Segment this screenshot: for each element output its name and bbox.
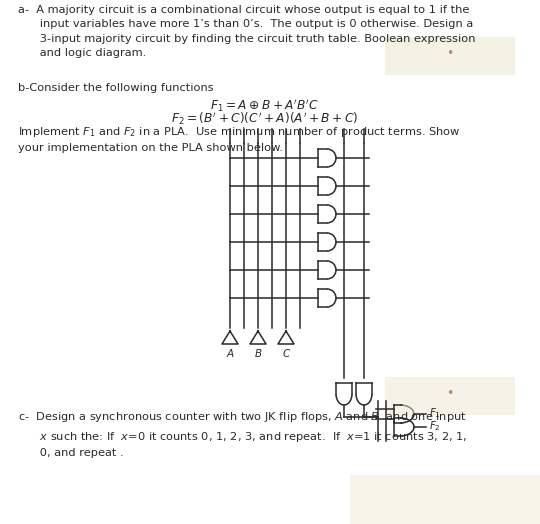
FancyBboxPatch shape	[350, 475, 540, 524]
Text: •: •	[447, 387, 454, 400]
Text: $F_1 = A \oplus B + A'B'C$: $F_1 = A \oplus B + A'B'C$	[211, 97, 320, 114]
Text: $F_2$: $F_2$	[429, 419, 441, 433]
Text: b-Consider the following functions: b-Consider the following functions	[18, 83, 214, 93]
FancyBboxPatch shape	[385, 377, 515, 415]
Text: $F_1$: $F_1$	[429, 406, 441, 420]
Text: B: B	[254, 349, 261, 359]
Text: •: •	[447, 47, 454, 60]
FancyBboxPatch shape	[385, 37, 515, 75]
Text: Implement $F_1$ and $F_2$ in a PLA.  Use minimum number of product terms. Show
y: Implement $F_1$ and $F_2$ in a PLA. Use …	[18, 125, 461, 154]
Text: A: A	[226, 349, 234, 359]
Text: C: C	[282, 349, 289, 359]
Text: a-  A majority circuit is a combinational circuit whose output is equal to 1 if : a- A majority circuit is a combinational…	[18, 5, 476, 58]
Text: c-  Design a synchronous counter with two JK flip flops, $A$ and $B$  and one in: c- Design a synchronous counter with two…	[18, 410, 467, 458]
Text: $F_2 = (B' + C)(C' + A)(A' + B + C)$: $F_2 = (B' + C)(C' + A)(A' + B + C)$	[171, 110, 359, 127]
